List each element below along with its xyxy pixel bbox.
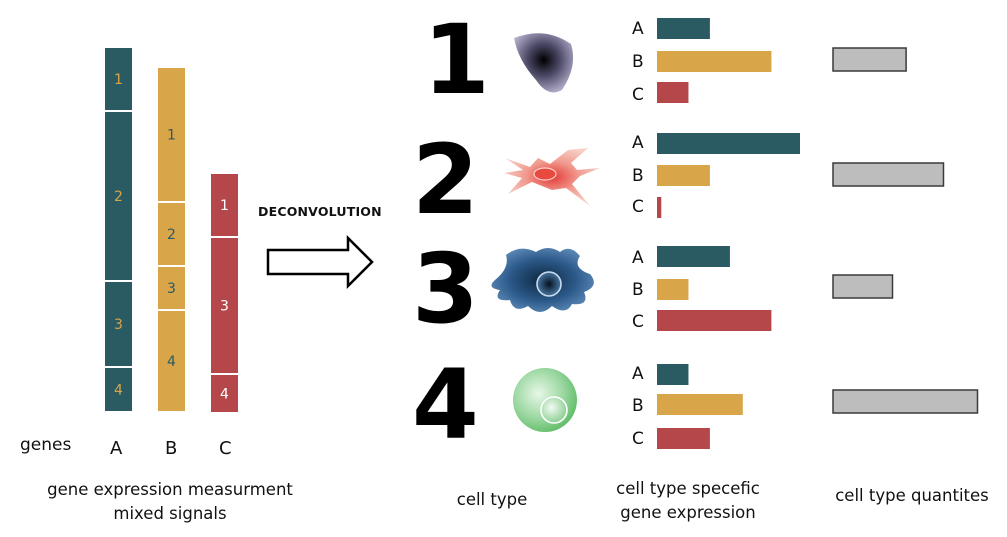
gene-a-segment-label-3: 3 <box>114 317 123 333</box>
cell-type-number-2: 2 <box>412 124 479 236</box>
quantity-bar-1 <box>832 47 907 72</box>
expression-bar-2-b <box>657 165 710 186</box>
expression-bar-4-b <box>657 394 743 415</box>
triangular-cell-icon <box>514 33 574 93</box>
expr-label-3c: C <box>632 312 644 332</box>
cell-type-number-3: 3 <box>412 233 479 345</box>
expression-bar-1-b <box>657 51 772 72</box>
round-cell-icon <box>513 368 577 432</box>
gene-b-segment-label-1: 1 <box>167 128 176 144</box>
quantity-bar-2 <box>832 162 945 187</box>
deconvolution-arrow <box>266 234 374 290</box>
gene-b-segment-2 <box>158 203 185 265</box>
expression-bar-4-c <box>657 428 710 449</box>
gene-b-segment-label-2: 2 <box>167 227 176 243</box>
gene-b-segment-3 <box>158 267 185 309</box>
gene-a-segment-3 <box>105 282 132 366</box>
quantity-bar-4 <box>832 389 979 414</box>
expression-bar-2-c <box>657 197 662 218</box>
specific-expression-caption: cell type specefic gene expression <box>598 477 778 525</box>
specific-caption-line1: cell type specefic <box>616 479 760 498</box>
cell-type-caption: cell type <box>456 490 528 509</box>
expr-label-2b: B <box>632 166 644 186</box>
expr-label-4b: B <box>632 396 644 416</box>
quantity-bar-3 <box>832 274 894 299</box>
expression-bar-3-a <box>657 246 730 267</box>
expr-label-2c: C <box>632 197 644 217</box>
expression-bar-4-a <box>657 364 689 385</box>
mixed-signal-columns: 1 2 3 4 1 2 3 4 1 3 4 <box>105 48 238 412</box>
gene-label-c: C <box>219 438 232 459</box>
gene-label-a: A <box>110 438 123 459</box>
deconvolution-label: DECONVOLUTION <box>258 204 382 219</box>
gene-c-segment-4 <box>211 375 238 412</box>
specific-caption-line2: gene expression <box>620 503 756 522</box>
expression-bar-3-b <box>657 279 689 300</box>
gene-a-segment-4 <box>105 368 132 411</box>
expr-label-2a: A <box>632 133 644 153</box>
mixed-signal-caption: gene expression measurment mixed signals <box>20 478 320 526</box>
expression-bar-1-a <box>657 18 710 39</box>
gene-b-segment-1 <box>158 68 185 201</box>
expr-label-3a: A <box>632 248 644 268</box>
expr-label-1c: C <box>632 85 644 105</box>
cell-type-number-4: 4 <box>412 349 479 461</box>
cell-type-number-1: 1 <box>423 4 490 116</box>
expr-label-4a: A <box>632 364 644 384</box>
gene-c-segment-label-4: 4 <box>220 387 229 403</box>
mixed-caption-line1: gene expression measurment <box>47 480 293 499</box>
gene-c-segment-label-3: 3 <box>220 299 229 315</box>
gene-a-segment-label-4: 4 <box>114 383 123 399</box>
gene-c-segment-1 <box>211 174 238 236</box>
cell-type-specific-expression <box>657 18 800 449</box>
star-shaped-cell-icon <box>504 148 600 206</box>
expression-bar-1-c <box>657 82 689 103</box>
quantities-caption: cell type quantites <box>835 486 989 505</box>
gene-a-segment-2 <box>105 112 132 280</box>
expr-label-1b: B <box>632 52 644 72</box>
cell-type-quantities <box>832 47 979 414</box>
expr-label-1a: A <box>632 19 644 39</box>
gene-a-segment-label-2: 2 <box>114 189 123 205</box>
irregular-cell-icon <box>491 248 594 312</box>
expression-bar-3-c <box>657 310 772 331</box>
gene-label-b: B <box>165 438 178 459</box>
expr-label-4c: C <box>632 429 644 449</box>
expression-bar-2-a <box>657 133 800 154</box>
gene-c-segment-3 <box>211 238 238 373</box>
gene-b-segment-label-3: 3 <box>167 281 176 297</box>
gene-b-segment-label-4: 4 <box>167 354 176 370</box>
mixed-caption-line2: mixed signals <box>113 504 227 523</box>
gene-a-segment-label-1: 1 <box>114 72 123 88</box>
expr-label-3b: B <box>632 280 644 300</box>
genes-label: genes <box>20 435 72 455</box>
gene-c-segment-label-1: 1 <box>220 198 229 214</box>
gene-a-segment-1 <box>105 48 132 110</box>
gene-b-segment-4 <box>158 311 185 411</box>
deconvolution-arrow-shape <box>266 234 374 290</box>
